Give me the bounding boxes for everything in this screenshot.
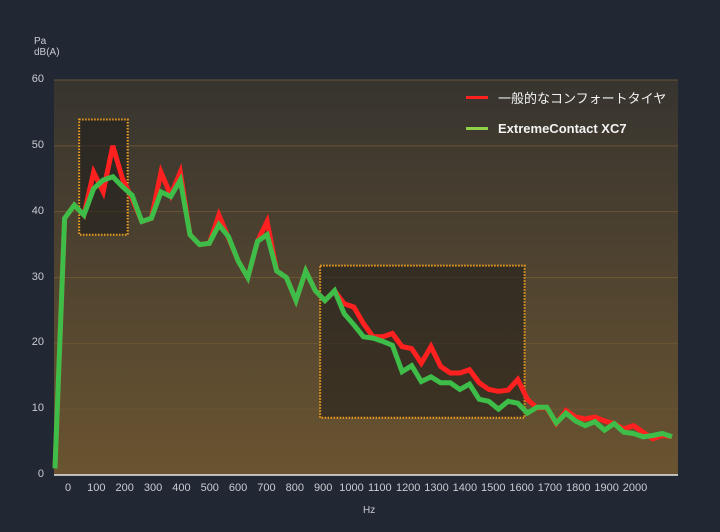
x-tick-label: 900	[313, 482, 333, 494]
y-tick-label: 0	[37, 468, 44, 480]
y-tick-label: 10	[31, 402, 44, 415]
x-tick-label: 300	[143, 482, 163, 494]
legend-item-comfort-tire: 一般的なコンフォートタイヤ	[466, 88, 666, 107]
legend-label: ExtremeContact XC7	[498, 121, 627, 136]
highlight-box	[319, 264, 526, 419]
series-lines	[52, 145, 673, 469]
x-tick-label: 1700	[537, 482, 563, 494]
legend-label: 一般的なコンフォートタイヤ	[498, 91, 667, 106]
x-axis-label: Hz	[363, 505, 376, 516]
y-tick-label: 60	[31, 73, 44, 85]
highlight-boxes	[78, 118, 526, 419]
legend-swatch-green	[466, 127, 488, 130]
x-tick-label: 400	[172, 482, 191, 494]
x-tick-label: 500	[200, 482, 219, 494]
x-tick-label: 700	[257, 482, 276, 494]
x-tick-label: 1300	[424, 482, 449, 494]
x-tick-label: 1000	[339, 482, 364, 494]
x-tick-label: 1100	[368, 482, 392, 494]
y-tick-label: 40	[31, 204, 44, 217]
y-tick-label: 50	[31, 138, 44, 151]
x-tick-label: 1400	[452, 482, 478, 494]
x-tick-label: 1500	[481, 482, 506, 494]
series-line	[52, 172, 673, 469]
y-tick-label: 30	[31, 270, 44, 283]
x-tick-label: 200	[115, 482, 134, 494]
x-tick-label: 600	[228, 482, 248, 494]
x-tick-label: 800	[285, 482, 304, 494]
x-tick-label: 1200	[395, 482, 421, 494]
x-tick-label: 0	[64, 482, 72, 494]
x-tick-label: 100	[87, 482, 106, 494]
y-tick-label: 20	[31, 336, 44, 349]
x-tick-label: 1900	[594, 482, 619, 494]
legend-swatch-red	[466, 96, 488, 99]
legend-item-extremecontact: ExtremeContact XC7	[466, 121, 627, 136]
y-unit-line-2: dB(A)	[34, 47, 60, 58]
x-tick-label: 2000	[622, 482, 648, 494]
y-unit-line-1: Pa	[34, 36, 47, 47]
x-tick-label: 1800	[566, 482, 591, 494]
x-tick-label: 1600	[509, 482, 534, 494]
y-axis-unit: Pa dB(A)	[34, 36, 60, 58]
